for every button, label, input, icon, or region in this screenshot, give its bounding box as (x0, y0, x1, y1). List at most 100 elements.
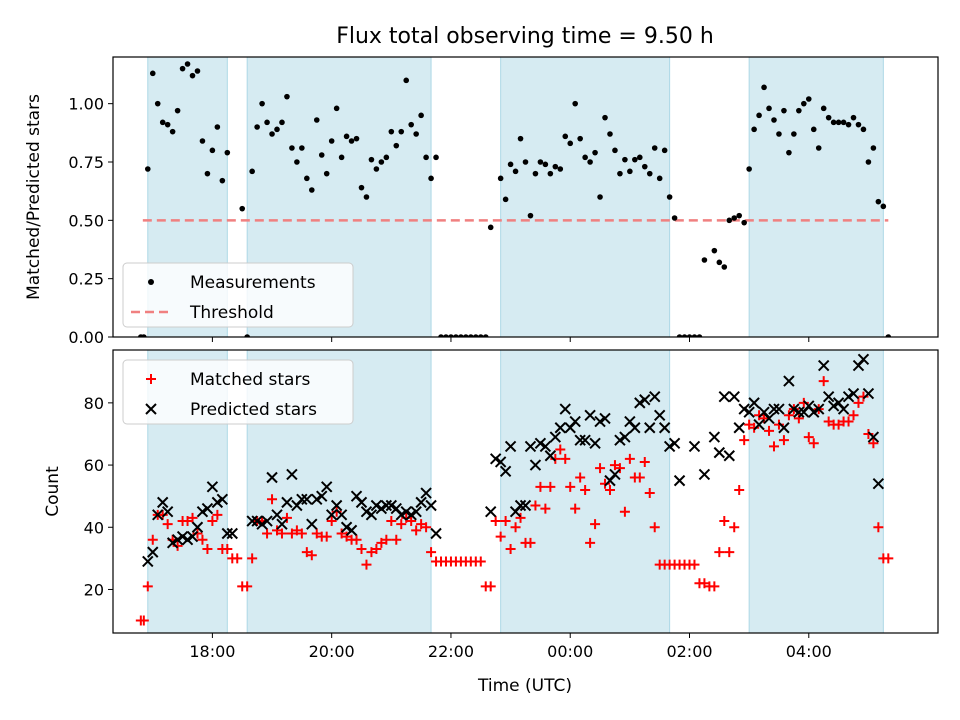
predicted-star-point (723, 450, 735, 462)
predicted-star-point (688, 440, 701, 453)
measurement-point (751, 126, 757, 133)
measurement-point (512, 168, 519, 175)
matched-star-point (147, 534, 158, 545)
measurement-point (661, 147, 668, 154)
predicted-star-point (668, 437, 681, 450)
measurement-point (154, 100, 161, 107)
measurement-point (244, 334, 250, 337)
matched-star-point (649, 522, 660, 533)
matched-star-point (232, 553, 243, 564)
measurement-point (726, 217, 733, 224)
measurement-point (532, 170, 539, 177)
matched-star-point (783, 410, 794, 421)
matched-star-point (247, 553, 258, 564)
predicted-star-point (206, 481, 219, 493)
measurement-point (801, 100, 807, 107)
measurement-point (388, 128, 395, 135)
matched-star-point (590, 519, 601, 530)
measurement-point (308, 187, 315, 193)
matched-star-point (793, 413, 804, 424)
legend: Measurements Threshold (122, 262, 354, 328)
predicted-star-point (161, 506, 174, 518)
predicted-star-point (514, 499, 527, 512)
predicted-star-point (847, 387, 860, 400)
predicted-star-point (316, 490, 328, 502)
measurement-point (284, 93, 290, 100)
predicted-star-point (748, 397, 760, 409)
matched-star-point (734, 484, 745, 495)
measurement-point (323, 170, 330, 177)
plot-area (135, 353, 894, 626)
matched-star-point (624, 453, 635, 464)
matched-star-point (326, 516, 337, 527)
matched-star-point (719, 516, 730, 527)
measurement-point (830, 119, 837, 126)
matched-star-point (773, 419, 784, 430)
matched-star-point (634, 472, 645, 483)
measurement-point (681, 334, 688, 337)
measurement-point (463, 334, 469, 337)
measurement-point (731, 215, 738, 221)
y-axis-label: Count (43, 466, 63, 517)
x-axis-label: Time (UTC) (477, 676, 572, 696)
matched-star-point (262, 528, 273, 539)
measurement-point (353, 135, 360, 142)
y-tick-label: 0.25 (68, 270, 104, 289)
matched-star-point (689, 559, 700, 570)
y-tick-label: 0.75 (68, 153, 104, 172)
matched-star-point (172, 540, 183, 551)
matched-star-point (162, 519, 173, 530)
predicted-star-point (817, 359, 830, 372)
bottom-panel: 20 40 60 80 18:00 20:00 22:00 00:00 02:00 04:00 Co… (43, 349, 939, 661)
measurement-point (855, 121, 862, 128)
predicted-star-point (494, 456, 507, 468)
axes-frame (112, 349, 939, 634)
measurement-point (343, 133, 350, 140)
measurement-point (880, 203, 887, 210)
matched-star-point (853, 397, 864, 408)
measurement-point (363, 194, 370, 200)
measurement-point (617, 170, 623, 177)
predicted-star-point (365, 509, 378, 521)
measurement-point (632, 156, 638, 163)
predicted-star-point (201, 502, 214, 515)
measurement-point (179, 65, 186, 72)
predicted-star-point (271, 509, 283, 521)
matched-star-point (535, 481, 546, 492)
matched-star-point (555, 444, 566, 455)
legend-label: Matched stars (190, 370, 310, 390)
measurement-point (269, 131, 275, 137)
measurement-point (582, 154, 588, 161)
matched-star-point (808, 438, 819, 449)
measurement-point (289, 145, 295, 151)
predicted-star-point (733, 422, 745, 434)
measurement-point (383, 154, 390, 161)
predicted-star-point (425, 499, 437, 512)
measurement-point (368, 156, 375, 163)
measurement-point (328, 138, 335, 144)
predicted-star-point (743, 406, 755, 418)
measurement-point (766, 105, 772, 112)
measurement-point (318, 152, 325, 158)
measurement-point (716, 259, 723, 266)
legend-label: Threshold (189, 303, 274, 323)
matched-star-point (515, 512, 526, 523)
measurement-point (149, 70, 156, 77)
matched-star-point (396, 519, 407, 530)
measurement-point (249, 168, 255, 175)
matched-star-point (485, 581, 496, 592)
matched-star-point (142, 581, 153, 592)
measurement-point (304, 175, 310, 182)
predicted-star-point (554, 422, 566, 434)
chart-title: Flux total observing time = 9.50 h (336, 24, 714, 49)
predicted-star-point (216, 493, 229, 505)
y-tick-label: 0.00 (68, 328, 104, 347)
matched-star-point (739, 435, 750, 446)
matched-star-point (644, 488, 655, 499)
predicted-star-point (306, 518, 318, 530)
legend-marker (145, 403, 157, 415)
legend-label: Predicted stars (190, 400, 317, 420)
matched-star-point (883, 553, 894, 564)
measurement-point (552, 163, 559, 170)
